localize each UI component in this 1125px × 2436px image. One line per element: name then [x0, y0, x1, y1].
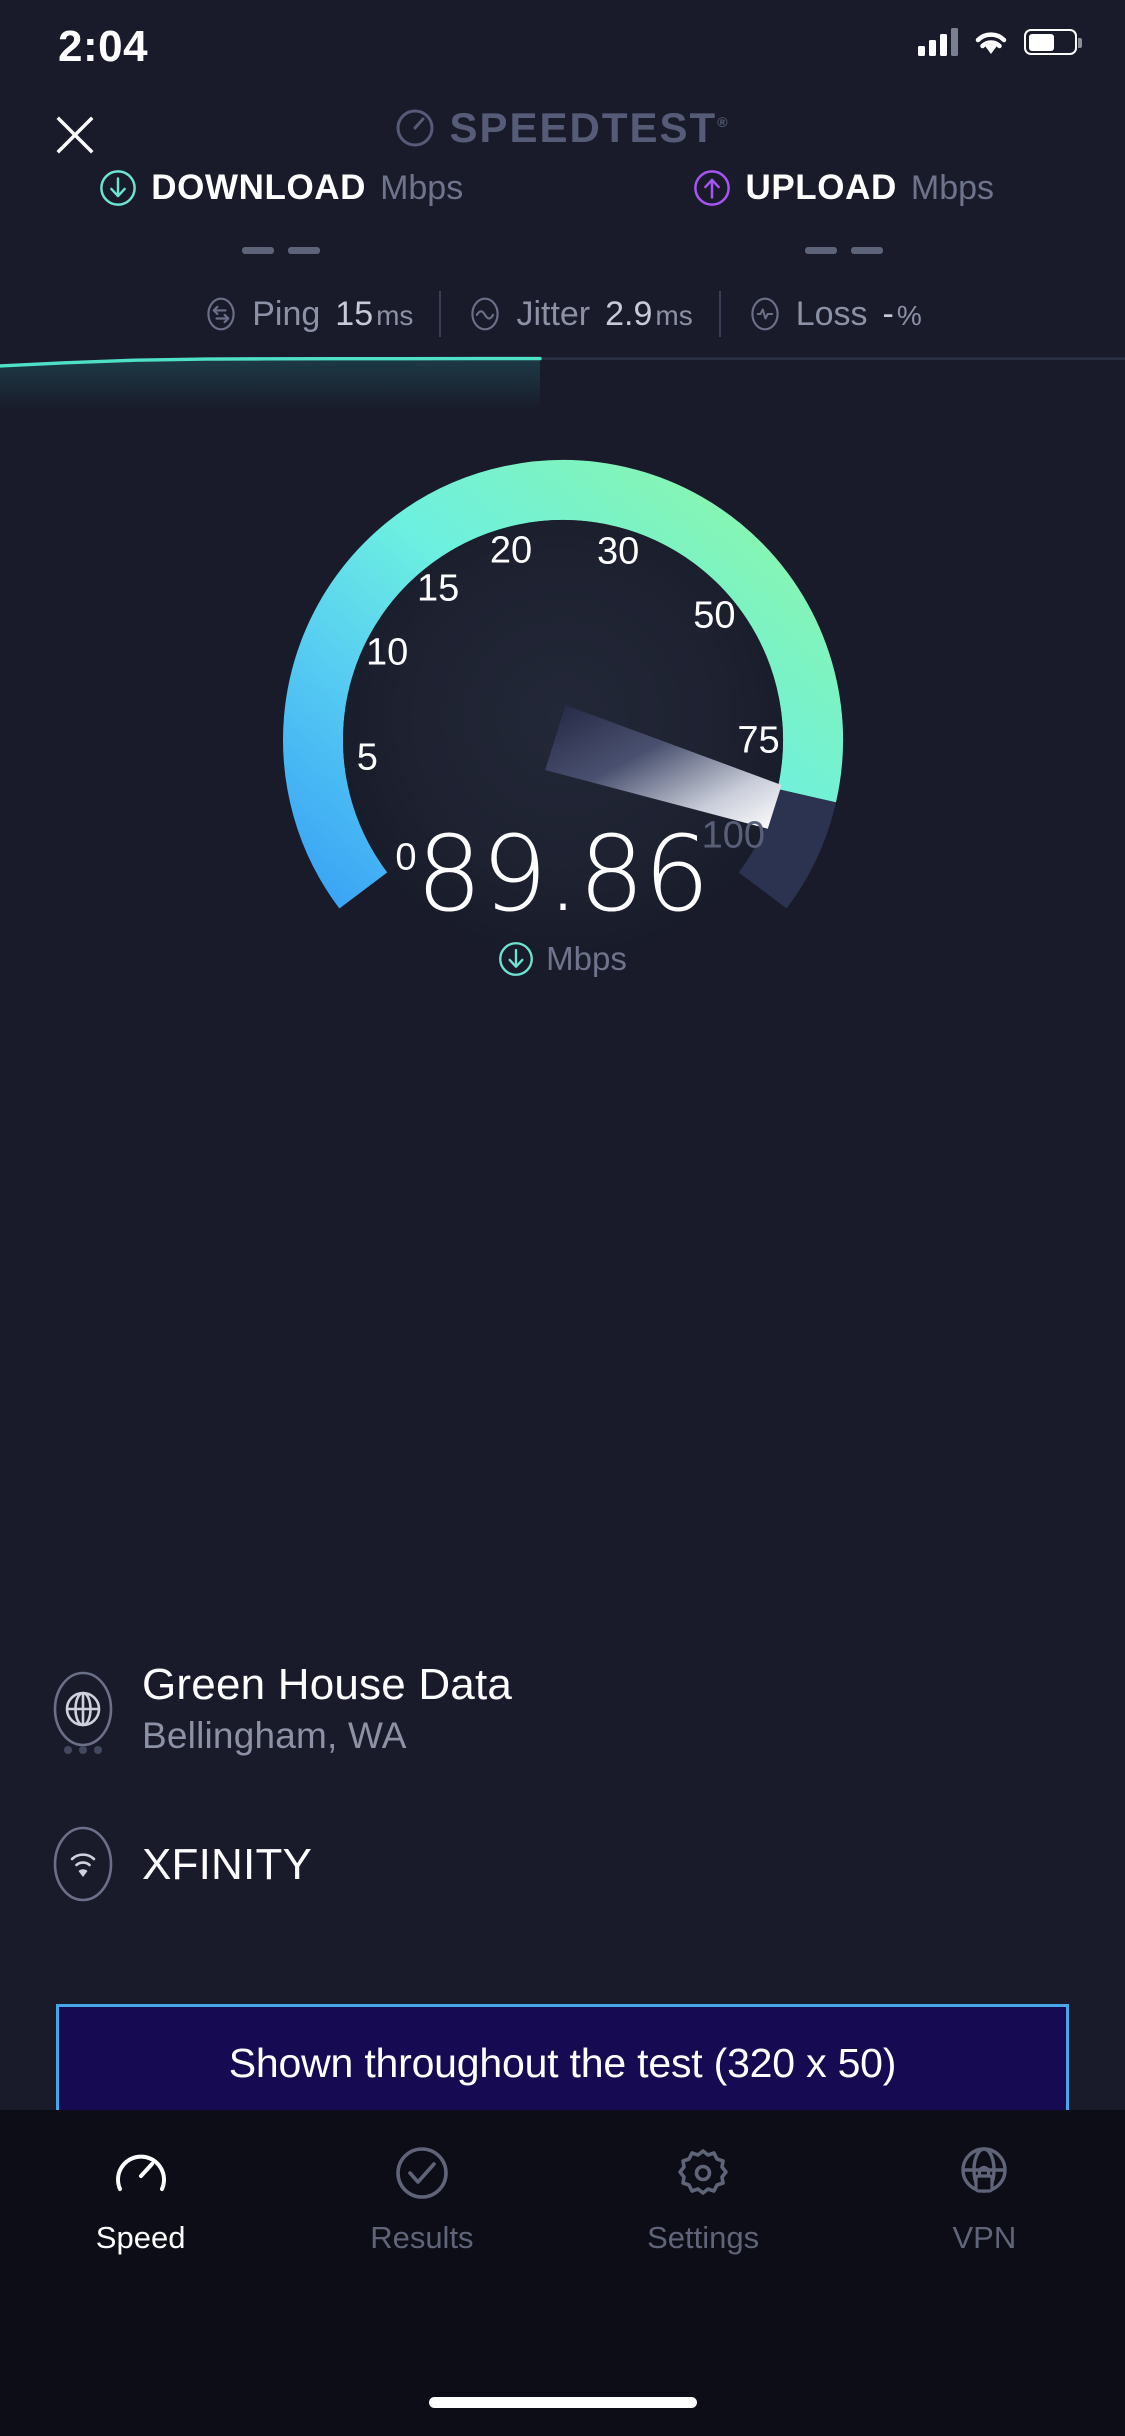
ping-icon [207, 297, 235, 331]
download-header[interactable]: DOWNLOAD Mbps [0, 160, 563, 216]
tab-settings[interactable]: Settings [563, 2142, 844, 2256]
upload-header[interactable]: UPLOAD Mbps [563, 160, 1125, 216]
status-bar: 2:04 [0, 0, 1125, 120]
bottom-tab-bar: Speed Results Settings [0, 2110, 1125, 2436]
app-brand: SPEEDTEST® [0, 104, 1125, 152]
globe-lock-icon [953, 2142, 1015, 2204]
ad-banner[interactable]: Shown throughout the test (320 x 50) [56, 2004, 1069, 2122]
speedometer-icon [110, 2142, 172, 2204]
gauge-unit: Mbps [546, 940, 627, 977]
download-unit: Mbps [380, 168, 464, 207]
check-circle-icon [391, 2142, 453, 2204]
network-stats-row: Ping 15 ms Jitter 2.9 ms Loss -% [0, 286, 1125, 342]
connection-info: Green House Data Bellingham, WA XFINITY [52, 1660, 1073, 1903]
wifi-icon [975, 32, 1007, 54]
close-icon [56, 116, 94, 154]
value-dash [242, 246, 275, 254]
stat-jitter: Jitter 2.9 ms [441, 295, 718, 334]
ad-banner-text: Shown throughout the test (320 x 50) [228, 2039, 897, 2086]
upload-arrow-circle-icon [694, 170, 731, 206]
stat-loss-unit: % [896, 299, 922, 331]
gauge-tick-0: 0 [395, 836, 417, 879]
upload-label: UPLOAD [745, 168, 897, 207]
download-upload-header: DOWNLOAD Mbps UPLOAD Mbps [0, 160, 1125, 216]
tab-vpn-label: VPN [952, 2220, 1017, 2255]
server-name: Green House Data [142, 1660, 513, 1709]
stat-divider [439, 291, 442, 337]
gauge-tick-10: 10 [365, 631, 409, 673]
stat-ping-value: 15 [335, 294, 374, 333]
stat-ping: Ping 15 ms [177, 295, 439, 334]
gauge-tick-75: 75 [737, 719, 780, 762]
gauge-readout: 89.86 Mbps [0, 822, 1125, 978]
stat-loss-label: Loss [795, 294, 868, 333]
tab-speed-label: Speed [95, 2220, 186, 2255]
download-arrow-circle-icon [499, 942, 534, 976]
tab-speed[interactable]: Speed [0, 2142, 281, 2256]
stat-jitter-unit: ms [655, 299, 693, 331]
globe-icon [53, 1671, 113, 1746]
jitter-wave-icon [471, 297, 500, 331]
stat-jitter-label: Jitter [516, 294, 591, 333]
isp-name: XFINITY [142, 1839, 313, 1889]
loss-icon [751, 297, 779, 331]
brand-name: SPEEDTEST® [449, 104, 729, 152]
server-location: Bellingham, WA [142, 1715, 407, 1757]
stat-loss: Loss -% [721, 295, 948, 334]
chart-line [0, 356, 542, 368]
upload-unit: Mbps [910, 168, 995, 207]
wifi-circle-icon [53, 1826, 113, 1902]
live-throughput-chart [0, 356, 1125, 410]
close-button[interactable] [40, 100, 110, 170]
status-bar-indicators [918, 28, 1082, 56]
gauge-needle [544, 705, 782, 829]
chart-area [0, 358, 540, 410]
gauge-tick-50: 50 [693, 594, 736, 637]
gauge-dial [282, 460, 843, 960]
status-bar-time: 2:04 [58, 22, 149, 71]
tab-vpn[interactable]: VPN [844, 2142, 1125, 2256]
gauge-value: 89.86 [416, 813, 710, 935]
server-row[interactable]: Green House Data Bellingham, WA [52, 1660, 1073, 1757]
stat-jitter-value: 2.9 [605, 294, 653, 333]
gauge-tick-20: 20 [489, 529, 533, 572]
speedometer-icon [396, 109, 434, 147]
tab-settings-label: Settings [647, 2220, 760, 2255]
isp-row[interactable]: XFINITY [52, 1825, 1073, 1903]
brand-trademark: ® [717, 114, 730, 130]
gauge-tick-100: 100 [701, 814, 765, 857]
tab-results-label: Results [370, 2220, 474, 2255]
brand-label: SPEEDTEST [449, 104, 718, 151]
download-value-placeholder [0, 230, 563, 270]
gauge-tick-15: 15 [417, 567, 460, 609]
home-indicator [428, 2397, 697, 2408]
stat-ping-label: Ping [252, 294, 321, 333]
stat-divider [718, 291, 721, 337]
value-dash [288, 246, 321, 254]
gauge-arc-remainder [737, 788, 836, 909]
upload-value-placeholder [563, 230, 1125, 270]
cellular-bars-icon [918, 28, 958, 56]
tab-results[interactable]: Results [281, 2142, 562, 2256]
stat-ping-unit: ms [376, 299, 414, 331]
gauge-tick-30: 30 [597, 530, 640, 573]
gauge-tick-5: 5 [356, 736, 378, 779]
battery-icon [1024, 29, 1082, 55]
stat-loss-value: - [882, 294, 894, 333]
value-dash [850, 246, 883, 254]
gear-icon [672, 2142, 734, 2204]
download-label: DOWNLOAD [151, 168, 367, 207]
value-dash [804, 246, 837, 254]
speed-gauge: 0 5 10 15 20 30 50 75 100 89.86 Mbps [0, 440, 1125, 1000]
download-arrow-circle-icon [100, 170, 137, 206]
ellipsis-icon[interactable] [64, 1746, 102, 1754]
download-upload-values [0, 230, 1125, 270]
gauge-arc [282, 460, 843, 909]
